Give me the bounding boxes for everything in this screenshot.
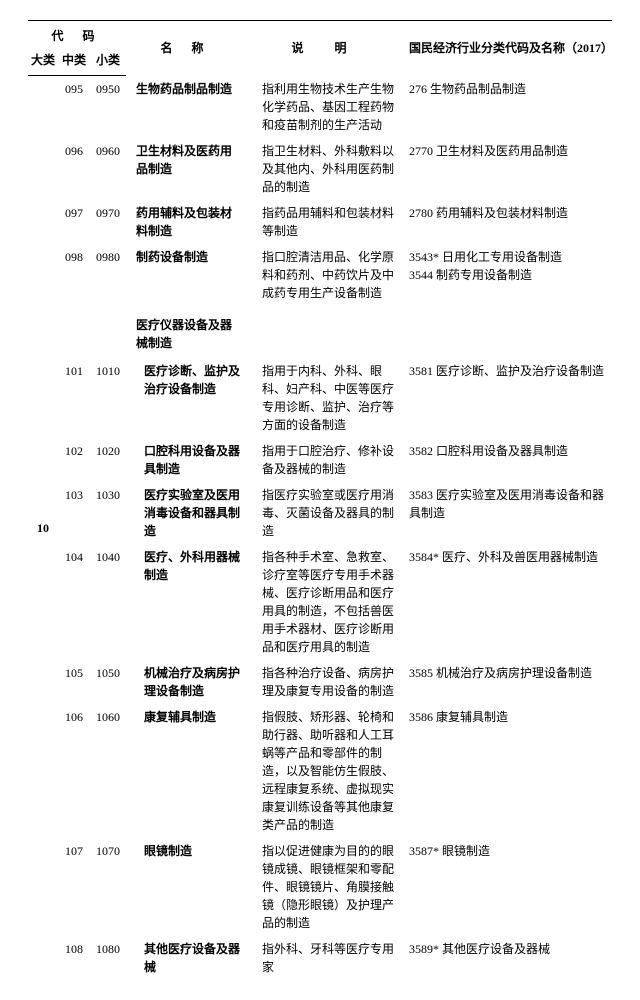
cell-xiao: [90, 306, 126, 358]
table-row: 1041040医疗、外科用器械制造 指各种手术室、急救室、诊疗室等医疗专用手术器…: [28, 544, 612, 660]
cell-name: 卫生材料及医药用品制造: [126, 138, 246, 200]
cell-ref: 276 生物药品制品制造: [406, 76, 612, 138]
cell-zhong: 107: [58, 838, 90, 936]
cell-desc: 指以促进健康为目的的眼镜成镜、眼镜框架和零配件、眼镜镜片、角膜接触镜（隐形眼镜）…: [246, 838, 406, 936]
header-xiao: 小类: [90, 51, 126, 76]
cell-xiao: 1030: [90, 482, 126, 544]
cell-ref: [406, 306, 612, 358]
table-row: 1031030医疗实验室及医用消毒设备和器具制造 指医疗实验室或医疗用消毒、灭菌…: [28, 482, 612, 544]
cell-desc: 指医疗实验室或医疗用消毒、灭菌设备及器具的制造: [246, 482, 406, 544]
cell-xiao: 0950: [90, 76, 126, 138]
classification-table: 代 码 名 称 说 明 国民经济行业分类代码及名称（2017） 大类 中类 小类…: [28, 20, 612, 980]
cell-name: 口腔科用设备及器具制造: [126, 438, 246, 482]
cell-ref: 3587* 眼镜制造: [406, 838, 612, 936]
cell-zhong: 096: [58, 138, 90, 200]
cell-name: 药用辅料及包装材料制造: [126, 200, 246, 244]
table-row: 0980980制药设备制造 指口腔清洁用品、化学原料和药剂、中药饮片及中成药专用…: [28, 244, 612, 306]
cell-ref: 2770 卫生材料及医药用品制造: [406, 138, 612, 200]
cell-name: 制药设备制造: [126, 244, 246, 306]
cell-xiao: 0970: [90, 200, 126, 244]
table-header: 代 码 名 称 说 明 国民经济行业分类代码及名称（2017） 大类 中类 小类: [28, 21, 612, 76]
table-row: 1081080其他医疗设备及器械 指外科、牙科等医疗专用家3589* 其他医疗设…: [28, 936, 612, 980]
cell-name: 生物药品制品制造: [126, 76, 246, 138]
cell-xiao: 0960: [90, 138, 126, 200]
cell-zhong: 098: [58, 244, 90, 306]
cell-name: 其他医疗设备及器械: [126, 936, 246, 980]
cell-xiao: 1020: [90, 438, 126, 482]
cell-name: 医疗、外科用器械制造: [126, 544, 246, 660]
cell-name: 眼镜制造: [126, 838, 246, 936]
cell-ref: 3586 康复辅具制造: [406, 704, 612, 838]
cell-xiao: 0980: [90, 244, 126, 306]
cell-zhong: 108: [58, 936, 90, 980]
table-row: 1011010医疗诊断、监护及治疗设备制造 指用于内科、外科、眼科、妇产科、中医…: [28, 358, 612, 438]
table-row: 1071070眼镜制造 指以促进健康为目的的眼镜成镜、眼镜框架和零配件、眼镜镜片…: [28, 838, 612, 936]
cell-zhong: 097: [58, 200, 90, 244]
cell-ref: 3584* 医疗、外科及兽医用器械制造: [406, 544, 612, 660]
cell-ref: 3543* 日用化工专用设备制造3544 制药专用设备制造: [406, 244, 612, 306]
table-row: 1051050机械治疗及病房护理设备制造 指各种治疗设备、病房护理及康复专用设备…: [28, 660, 612, 704]
cell-xiao: 1010: [90, 358, 126, 438]
cell-ref: 3589* 其他医疗设备及器械: [406, 936, 612, 980]
cell-ref: 2780 药用辅料及包装材料制造: [406, 200, 612, 244]
cell-desc: 指药品用辅料和包装材料等制造: [246, 200, 406, 244]
table-row: 100950950生物药品制品制造 指利用生物技术生产生物化学药品、基因工程药物…: [28, 76, 612, 138]
cell-desc: 指假肢、矫形器、轮椅和助行器、助听器和人工耳蜗等产品和零部件的制造，以及智能仿生…: [246, 704, 406, 838]
cell-desc: 指用于口腔治疗、修补设备及器械的制造: [246, 438, 406, 482]
cell-desc: [246, 306, 406, 358]
cell-desc: 指口腔清洁用品、化学原料和药剂、中药饮片及中成药专用生产设备制造: [246, 244, 406, 306]
cell-name: 医疗实验室及医用消毒设备和器具制造: [126, 482, 246, 544]
table-body: 100950950生物药品制品制造 指利用生物技术生产生物化学药品、基因工程药物…: [28, 76, 612, 980]
table-row: 1021020口腔科用设备及器具制造 指用于口腔治疗、修补设备及器械的制造358…: [28, 438, 612, 482]
cell-zhong: 105: [58, 660, 90, 704]
cell-xiao: 1080: [90, 936, 126, 980]
cell-zhong: 106: [58, 704, 90, 838]
header-desc: 说 明: [246, 21, 406, 76]
cell-name: 医疗诊断、监护及治疗设备制造: [126, 358, 246, 438]
cell-zhong: [58, 306, 90, 358]
cell-ref: 3581 医疗诊断、监护及治疗设备制造: [406, 358, 612, 438]
cell-xiao: 1040: [90, 544, 126, 660]
cell-desc: 指各种治疗设备、病房护理及康复专用设备的制造: [246, 660, 406, 704]
header-da: 大类: [28, 51, 58, 76]
cell-zhong: 102: [58, 438, 90, 482]
cell-zhong: 103: [58, 482, 90, 544]
cell-zhong: 095: [58, 76, 90, 138]
cell-zhong: 101: [58, 358, 90, 438]
cell-desc: 指外科、牙科等医疗专用家: [246, 936, 406, 980]
cell-ref: 3582 口腔科用设备及器具制造: [406, 438, 612, 482]
cell-desc: 指各种手术室、急救室、诊疗室等医疗专用手术器械、医疗诊断用品和医疗用具的制造，不…: [246, 544, 406, 660]
cell-name: 机械治疗及病房护理设备制造: [126, 660, 246, 704]
cell-desc: 指卫生材料、外科敷料以及其他内、外科用医药制品的制造: [246, 138, 406, 200]
cell-ref: 3585 机械治疗及病房护理设备制造: [406, 660, 612, 704]
cell-ref: 3583 医疗实验室及医用消毒设备和器具制造: [406, 482, 612, 544]
cell-xiao: 1060: [90, 704, 126, 838]
header-code-group: 代 码: [28, 21, 126, 52]
cell-name: 康复辅具制造: [126, 704, 246, 838]
table-row: 医疗仪器设备及器械制造: [28, 306, 612, 358]
big-category-cell: 10: [28, 76, 58, 980]
table-row: 0970970药用辅料及包装材料制造 指药品用辅料和包装材料等制造2780 药用…: [28, 200, 612, 244]
cell-desc: 指利用生物技术生产生物化学药品、基因工程药物和疫苗制剂的生产活动: [246, 76, 406, 138]
header-zhong: 中类: [58, 51, 90, 76]
table-row: 1061060康复辅具制造 指假肢、矫形器、轮椅和助行器、助听器和人工耳蜗等产品…: [28, 704, 612, 838]
cell-name: 医疗仪器设备及器械制造: [126, 306, 246, 358]
header-ref: 国民经济行业分类代码及名称（2017）: [406, 21, 612, 76]
cell-xiao: 1070: [90, 838, 126, 936]
cell-zhong: 104: [58, 544, 90, 660]
cell-desc: 指用于内科、外科、眼科、妇产科、中医等医疗专用诊断、监护、治疗等方面的设备制造: [246, 358, 406, 438]
cell-xiao: 1050: [90, 660, 126, 704]
header-name: 名 称: [126, 21, 246, 76]
table-row: 0960960卫生材料及医药用品制造 指卫生材料、外科敷料以及其他内、外科用医药…: [28, 138, 612, 200]
